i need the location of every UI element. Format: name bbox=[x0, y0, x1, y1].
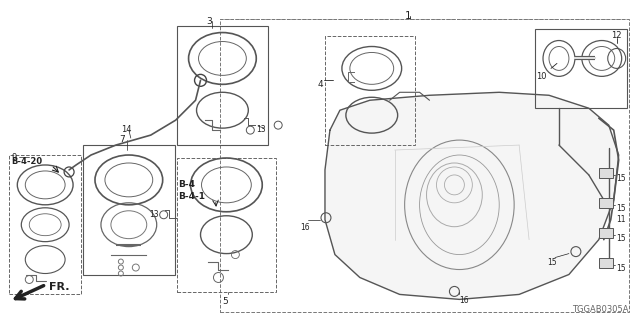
Bar bbox=[177, 26, 268, 145]
Bar bbox=[599, 168, 612, 178]
Text: 5: 5 bbox=[223, 297, 228, 307]
Bar bbox=[177, 158, 276, 292]
Text: 15: 15 bbox=[616, 174, 625, 183]
Text: B-4: B-4 bbox=[179, 180, 196, 189]
Text: 13: 13 bbox=[149, 210, 159, 219]
Text: 12: 12 bbox=[611, 31, 621, 40]
Text: 7: 7 bbox=[119, 135, 125, 144]
Text: 15: 15 bbox=[616, 234, 625, 243]
Text: 10: 10 bbox=[536, 72, 547, 81]
Text: 15: 15 bbox=[547, 258, 557, 267]
Text: 16: 16 bbox=[300, 223, 310, 232]
Text: 16: 16 bbox=[460, 296, 469, 305]
Text: 9: 9 bbox=[12, 153, 17, 162]
Text: FR.: FR. bbox=[49, 283, 70, 292]
Bar bbox=[535, 28, 627, 108]
Text: B-4-20: B-4-20 bbox=[12, 157, 42, 166]
Text: TGGAB0305A: TGGAB0305A bbox=[572, 305, 628, 314]
Bar bbox=[325, 36, 415, 145]
Text: 4: 4 bbox=[318, 80, 324, 89]
Text: 11: 11 bbox=[616, 215, 625, 224]
Text: 15: 15 bbox=[616, 264, 625, 273]
Bar bbox=[220, 19, 628, 312]
Text: B-4-1: B-4-1 bbox=[179, 192, 205, 201]
Text: 14: 14 bbox=[121, 125, 131, 134]
Text: 15: 15 bbox=[616, 204, 625, 213]
Bar bbox=[599, 228, 612, 238]
Text: 13: 13 bbox=[256, 125, 266, 134]
Bar bbox=[10, 155, 81, 294]
Text: 1: 1 bbox=[404, 11, 412, 21]
Polygon shape bbox=[325, 92, 619, 300]
Bar bbox=[599, 198, 612, 208]
Text: 3: 3 bbox=[207, 17, 212, 26]
Bar bbox=[83, 145, 175, 275]
Bar bbox=[599, 258, 612, 268]
